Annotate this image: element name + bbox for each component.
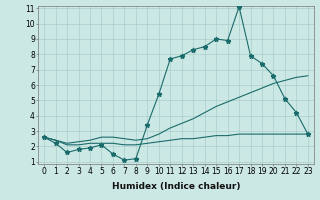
- X-axis label: Humidex (Indice chaleur): Humidex (Indice chaleur): [112, 182, 240, 191]
